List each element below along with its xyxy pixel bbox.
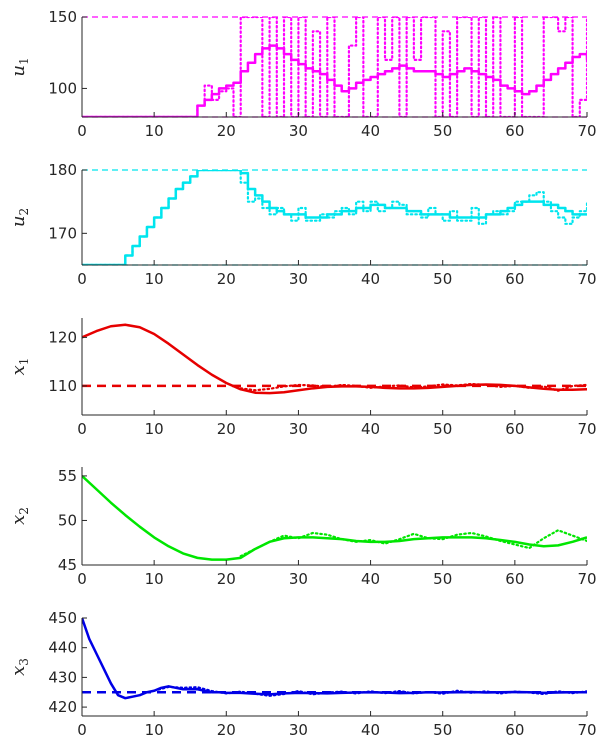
- series-line-dotted: [82, 17, 587, 117]
- y-tick-label: 55: [58, 467, 77, 485]
- x-tick-label: 40: [361, 122, 380, 140]
- x-tick-label: 10: [145, 122, 164, 140]
- x-tick-label: 70: [577, 270, 596, 288]
- x-tick-label: 0: [77, 570, 87, 588]
- x-tick-label: 40: [361, 270, 380, 288]
- x-tick-label: 50: [433, 122, 452, 140]
- x-tick-label: 50: [433, 270, 452, 288]
- x-tick-label: 60: [505, 721, 524, 739]
- y-tick-label: 430: [48, 668, 77, 686]
- x-tick-label: 20: [217, 270, 236, 288]
- x-tick-label: 30: [289, 570, 308, 588]
- y-tick-label: 120: [48, 328, 77, 346]
- x-tick-label: 10: [145, 420, 164, 438]
- x-tick-label: 70: [577, 570, 596, 588]
- panel-1: 0 10 20 30 40 50 60 70 100 150 u1: [8, 8, 597, 140]
- x-tick-label: 10: [145, 721, 164, 739]
- y-tick-label: 45: [58, 556, 77, 574]
- series-line-dotted: [153, 685, 587, 697]
- y-tick-label: 110: [48, 377, 77, 395]
- x-tick-label: 30: [289, 721, 308, 739]
- y-tick-label: 50: [58, 511, 77, 529]
- x-tick-label: 70: [577, 721, 596, 739]
- x-tick-label: 10: [145, 270, 164, 288]
- y-axis-label: u1: [8, 57, 31, 76]
- series-line-dotted: [239, 382, 587, 392]
- series-line-solid: [82, 618, 587, 700]
- x-tick-label: 60: [505, 270, 524, 288]
- x-tick-label: 20: [217, 420, 236, 438]
- x-tick-label: 20: [217, 721, 236, 739]
- x-tick-label: 50: [433, 570, 452, 588]
- x-tick-label: 70: [577, 420, 596, 438]
- y-axis-label: u2: [8, 208, 31, 227]
- y-tick-label: 100: [48, 79, 77, 97]
- x-tick-label: 30: [289, 420, 308, 438]
- x-tick-label: 50: [433, 721, 452, 739]
- x-tick-label: 50: [433, 420, 452, 438]
- x-tick-label: 30: [289, 270, 308, 288]
- y-tick-label: 420: [48, 698, 77, 716]
- y-axis-label: x2: [8, 507, 31, 525]
- panel-5: 0 10 20 30 40 50 60 70 420 430 440 450 x3: [8, 609, 597, 739]
- x-tick-label: 40: [361, 570, 380, 588]
- x-tick-label: 0: [77, 270, 87, 288]
- x-tick-label: 10: [145, 570, 164, 588]
- x-tick-label: 30: [289, 122, 308, 140]
- x-tick-label: 40: [361, 420, 380, 438]
- y-tick-label: 440: [48, 639, 77, 657]
- panel-3: 0 10 20 30 40 50 60 70 110 120 x1: [8, 318, 597, 438]
- x-tick-label: 60: [505, 570, 524, 588]
- y-axis-label: x1: [8, 358, 31, 376]
- x-tick-label: 70: [577, 122, 596, 140]
- panel-2: 0 10 20 30 40 50 60 70 170 180 u2: [8, 161, 597, 288]
- y-tick-label: 180: [48, 161, 77, 179]
- x-tick-label: 0: [77, 721, 87, 739]
- y-tick-label: 450: [48, 609, 77, 627]
- panel-4: 0 10 20 30 40 50 60 70 45 50 55 x2: [8, 467, 597, 588]
- y-axis-label: x3: [8, 658, 31, 676]
- y-tick-label: 150: [48, 8, 77, 26]
- x-tick-label: 0: [77, 122, 87, 140]
- series-line-solid: [82, 474, 587, 561]
- x-tick-label: 0: [77, 420, 87, 438]
- x-tick-label: 40: [361, 721, 380, 739]
- x-tick-label: 20: [217, 122, 236, 140]
- x-tick-label: 60: [505, 420, 524, 438]
- y-tick-label: 170: [48, 224, 77, 242]
- series-line-dotted: [82, 170, 587, 265]
- x-tick-label: 20: [217, 570, 236, 588]
- series-line-solid: [82, 323, 587, 395]
- series-line-dotted: [239, 529, 587, 558]
- x-tick-label: 60: [505, 122, 524, 140]
